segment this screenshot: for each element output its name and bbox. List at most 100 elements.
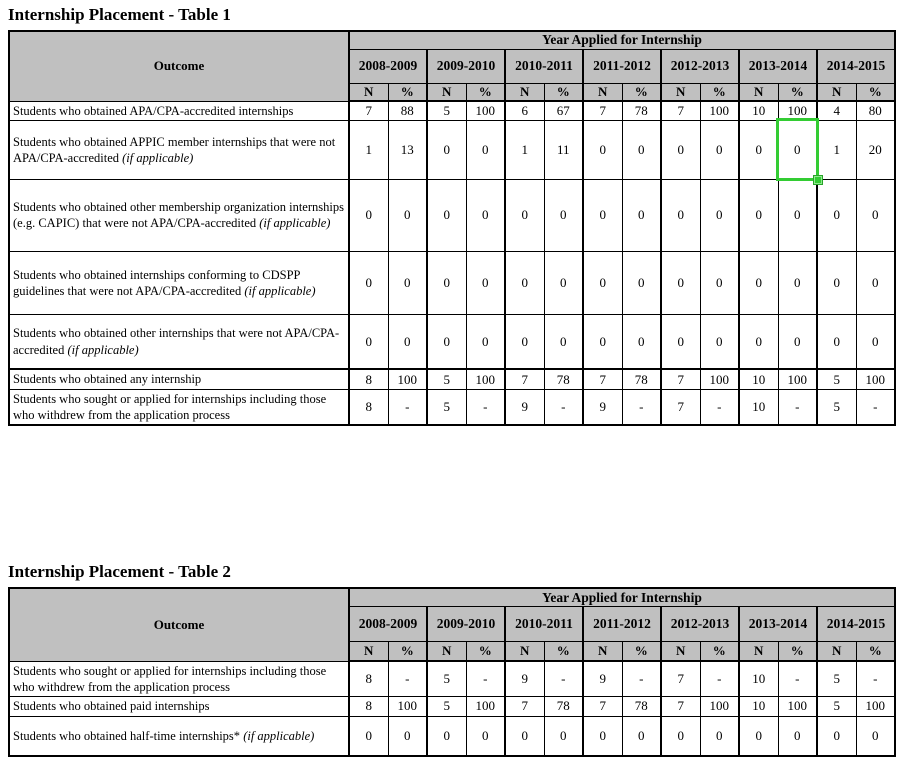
percent-column-header: % bbox=[699, 640, 740, 663]
table-body: Students who obtained APA/CPA-accredited… bbox=[8, 100, 896, 426]
outcome-cell: Students who obtained APPIC member inter… bbox=[8, 119, 350, 180]
value-cell: 0 bbox=[777, 178, 818, 252]
value-cell: 0 bbox=[660, 313, 701, 370]
percent-column-header: % bbox=[777, 82, 818, 102]
header-row-top: Outcome Year Applied for Internship bbox=[8, 587, 896, 662]
value-cell: - bbox=[465, 660, 506, 698]
internship-placement-table-2: Outcome Year Applied for Internship 2008-2… bbox=[8, 587, 896, 757]
table-header: Outcome Year Applied for Internship 2008-2… bbox=[8, 30, 896, 102]
year-header: 2014-2015 bbox=[816, 605, 896, 642]
value-cell: 9 bbox=[582, 388, 623, 426]
value-cell: 0 bbox=[582, 119, 623, 180]
value-cell: 0 bbox=[387, 313, 428, 370]
value-cell: 5 bbox=[816, 388, 857, 426]
value-cell: 0 bbox=[621, 119, 662, 180]
value-cell: 0 bbox=[426, 313, 467, 370]
value-cell: 5 bbox=[816, 696, 857, 717]
value-cell: 0 bbox=[465, 119, 506, 180]
value-cell: 100 bbox=[777, 368, 818, 390]
value-cell: - bbox=[855, 388, 896, 426]
outcome-cell: Students who obtained other membership o… bbox=[8, 178, 350, 252]
year-header: 2011-2012 bbox=[582, 48, 662, 84]
value-cell: 100 bbox=[699, 368, 740, 390]
value-cell: 100 bbox=[387, 368, 428, 390]
value-cell: - bbox=[621, 388, 662, 426]
value-cell: 7 bbox=[660, 388, 701, 426]
header-row-top: Outcome Year Applied for Internship bbox=[8, 30, 896, 102]
value-cell: 10 bbox=[738, 388, 779, 426]
value-cell: 0 bbox=[504, 250, 545, 315]
n-column-header: N bbox=[348, 640, 389, 663]
outcome-cell: Students who obtained paid internships bbox=[8, 696, 350, 717]
percent-column-header: % bbox=[855, 640, 896, 663]
value-cell: 6 bbox=[504, 100, 545, 121]
value-cell: 0 bbox=[348, 313, 389, 370]
table2-section: Internship Placement - Table 2 Outcome Ye… bbox=[8, 562, 916, 757]
value-cell: 13 bbox=[387, 119, 428, 180]
value-cell: 0 bbox=[621, 313, 662, 370]
value-cell: 4 bbox=[816, 100, 857, 121]
value-cell: 10 bbox=[738, 660, 779, 698]
value-cell: 100 bbox=[465, 368, 506, 390]
value-cell: 0 bbox=[738, 178, 779, 252]
percent-column-header: % bbox=[699, 82, 740, 102]
value-cell: 0 bbox=[348, 178, 389, 252]
value-cell: 78 bbox=[621, 696, 662, 717]
value-cell: 1 bbox=[504, 119, 545, 180]
value-cell: - bbox=[465, 388, 506, 426]
value-cell: 7 bbox=[660, 696, 701, 717]
table-row: Students who obtained other internships … bbox=[8, 313, 896, 370]
table-row: Students who obtained APA/CPA-accredited… bbox=[8, 100, 896, 121]
value-cell: 78 bbox=[621, 100, 662, 121]
value-cell: 0 bbox=[582, 178, 623, 252]
value-cell: 0 bbox=[855, 178, 896, 252]
value-cell: 0 bbox=[504, 178, 545, 252]
value-cell: 78 bbox=[621, 368, 662, 390]
header-row-years: 2008-2009 2009-2010 2010-2011 2011-2012 2012… bbox=[9, 48, 896, 84]
year-header: 2013-2014 bbox=[738, 605, 818, 642]
value-cell: 0 bbox=[426, 250, 467, 315]
n-column-header: N bbox=[660, 640, 701, 663]
value-cell: 0 bbox=[543, 250, 584, 315]
value-cell: 0 bbox=[543, 178, 584, 252]
value-cell: 100 bbox=[777, 696, 818, 717]
value-cell: 0 bbox=[582, 715, 623, 757]
value-cell: 7 bbox=[582, 368, 623, 390]
year-header: 2012-2013 bbox=[660, 48, 740, 84]
n-column-header: N bbox=[816, 640, 857, 663]
value-cell: 0 bbox=[816, 250, 857, 315]
value-cell: 0 bbox=[738, 250, 779, 315]
value-cell: 0 bbox=[699, 313, 740, 370]
outcome-cell: Students who obtained APA/CPA-accredited… bbox=[8, 100, 350, 121]
value-cell: 8 bbox=[348, 388, 389, 426]
value-cell: 0 bbox=[426, 715, 467, 757]
n-column-header: N bbox=[738, 640, 779, 663]
value-cell: 0 bbox=[816, 178, 857, 252]
value-cell: 0 bbox=[465, 250, 506, 315]
outcome-column-header: Outcome bbox=[8, 30, 350, 102]
n-column-header: N bbox=[660, 82, 701, 102]
value-cell: - bbox=[543, 660, 584, 698]
outcome-text: Students who obtained paid internships bbox=[13, 699, 210, 714]
value-cell: 5 bbox=[816, 660, 857, 698]
outcome-italic-note: (if applicable) bbox=[243, 728, 315, 743]
value-cell: - bbox=[777, 388, 818, 426]
table-body: Students who sought or applied for inter… bbox=[8, 660, 896, 757]
value-cell: - bbox=[699, 660, 740, 698]
value-cell: 0 bbox=[582, 313, 623, 370]
value-cell: 0 bbox=[426, 119, 467, 180]
value-cell: 1 bbox=[348, 119, 389, 180]
table1-title: Internship Placement - Table 1 bbox=[8, 5, 231, 24]
outcome-text: Students who obtained internships confor… bbox=[13, 267, 301, 298]
value-cell: 0 bbox=[426, 178, 467, 252]
value-cell: 0 bbox=[348, 250, 389, 315]
n-column-header: N bbox=[582, 640, 623, 663]
value-cell: 7 bbox=[582, 696, 623, 717]
value-cell: 5 bbox=[426, 660, 467, 698]
value-cell: 0 bbox=[660, 250, 701, 315]
year-header: 2014-2015 bbox=[816, 48, 896, 84]
percent-column-header: % bbox=[621, 82, 662, 102]
table-row: Students who obtained any internship 8 100… bbox=[8, 368, 896, 390]
value-cell: 7 bbox=[660, 368, 701, 390]
value-cell: 5 bbox=[426, 696, 467, 717]
